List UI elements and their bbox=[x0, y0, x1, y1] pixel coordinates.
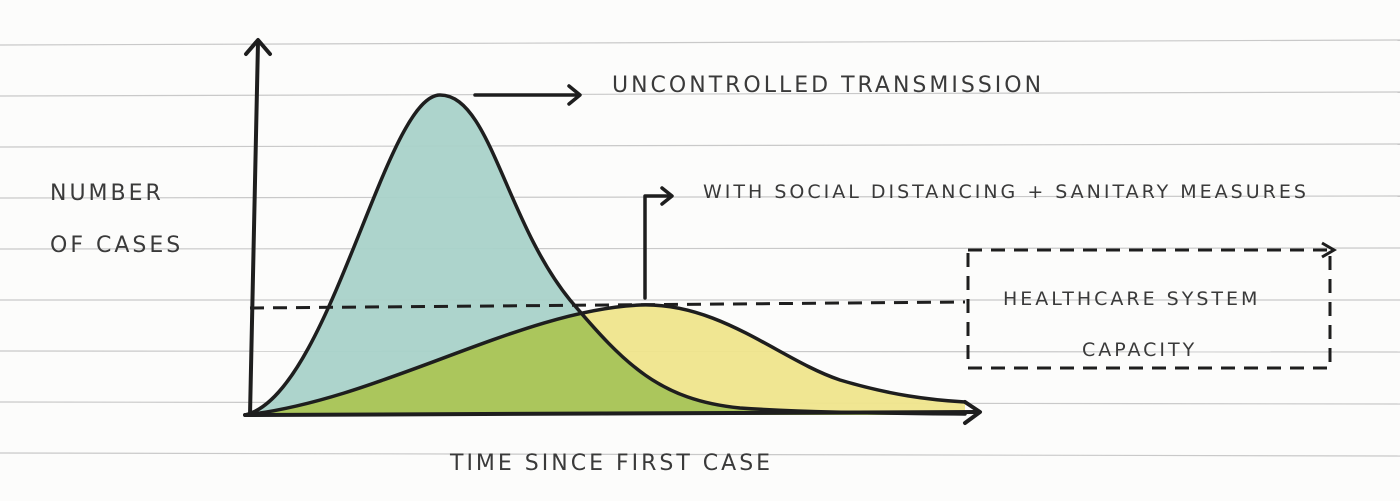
y-axis-arrowhead bbox=[244, 38, 272, 56]
rule-line bbox=[0, 247, 1400, 250]
distancing-label: WITH SOCIAL DISTANCING + SANITARY MEASUR… bbox=[703, 181, 1309, 203]
uncontrolled-curve-line bbox=[243, 93, 967, 417]
capacity-label-line1: HEALTHCARE SYSTEM bbox=[1003, 288, 1260, 310]
distancing-arrow bbox=[643, 194, 672, 300]
rule-line bbox=[0, 39, 1400, 46]
x-axis bbox=[243, 410, 980, 417]
rule-line bbox=[0, 91, 1400, 97]
uncontrolled-curve-fill bbox=[245, 95, 965, 415]
capacity-dashed-box bbox=[966, 248, 1332, 370]
notebook-rule-lines bbox=[0, 39, 1400, 457]
y-axis-label-line2: OF CASES bbox=[50, 233, 183, 258]
rule-line bbox=[0, 452, 1400, 457]
axes bbox=[243, 38, 982, 425]
uncontrolled-label: UNCONTROLLED TRANSMISSION bbox=[612, 73, 1044, 98]
capacity-dashed-line bbox=[249, 300, 966, 310]
rule-line bbox=[0, 143, 1400, 148]
y-axis-label-line1: NUMBER bbox=[50, 181, 164, 206]
annotation-arrows bbox=[473, 84, 674, 300]
distancing-arrowhead bbox=[660, 186, 674, 206]
x-axis-arrowhead bbox=[963, 400, 982, 425]
uncontrolled-arrowhead bbox=[567, 84, 582, 106]
rule-line bbox=[0, 195, 1400, 199]
distancing-curve-line bbox=[243, 303, 967, 417]
capacity-label-line2: CAPACITY bbox=[1082, 339, 1197, 361]
healthcare-capacity-indicator bbox=[249, 248, 1332, 370]
x-axis-label: TIME SINCE FIRST CASE bbox=[449, 451, 773, 476]
capacity-box-arrowhead bbox=[1321, 241, 1337, 259]
y-axis bbox=[248, 40, 260, 417]
